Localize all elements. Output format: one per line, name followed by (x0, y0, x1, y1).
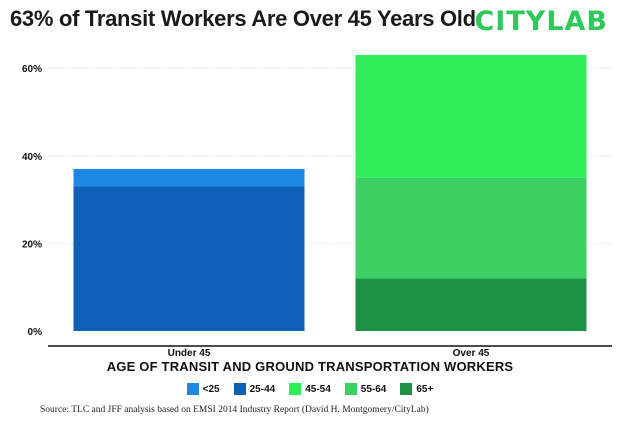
bar-segment (73, 168, 305, 187)
legend-item: 65+ (400, 383, 433, 395)
bar-segment (355, 278, 587, 331)
citylab-logo: CITYLAB (474, 6, 608, 37)
bar-segment (355, 55, 587, 178)
y-tick-label: 60% (22, 64, 42, 75)
x-tick-label: Over 45 (453, 348, 490, 359)
chart-title: 63% of Transit Workers Are Over 45 Years… (10, 6, 476, 31)
source-note: Source: TLC and JFF analysis based on EM… (40, 405, 429, 415)
legend-item: 55-64 (344, 383, 387, 395)
legend-label: 45-54 (305, 383, 331, 395)
legend-label: <25 (202, 383, 220, 395)
x-axis-title: AGE OF TRANSIT AND GROUND TRANSPORTATION… (106, 359, 514, 374)
legend-item: <25 (186, 383, 220, 395)
legend-swatch (233, 383, 246, 395)
legend-swatch (289, 383, 302, 395)
legend: <25 25-44 45-54 55-64 65+ (0, 383, 620, 395)
legend-label: 65+ (416, 383, 434, 395)
bar-segment (355, 177, 587, 279)
legend-item: 25-44 (233, 383, 276, 395)
legend-swatch (186, 383, 199, 395)
legend-swatch (400, 383, 413, 395)
legend-swatch (344, 383, 357, 395)
y-tick-label: 20% (22, 239, 42, 250)
legend-label: 25-44 (249, 383, 276, 395)
bar-segment (73, 186, 305, 331)
legend-item: 45-54 (289, 383, 331, 395)
x-tick-label: Under 45 (168, 348, 211, 359)
y-tick-label: 0% (28, 327, 43, 338)
y-tick-label: 40% (22, 152, 42, 163)
legend-label: 55-64 (360, 383, 387, 395)
